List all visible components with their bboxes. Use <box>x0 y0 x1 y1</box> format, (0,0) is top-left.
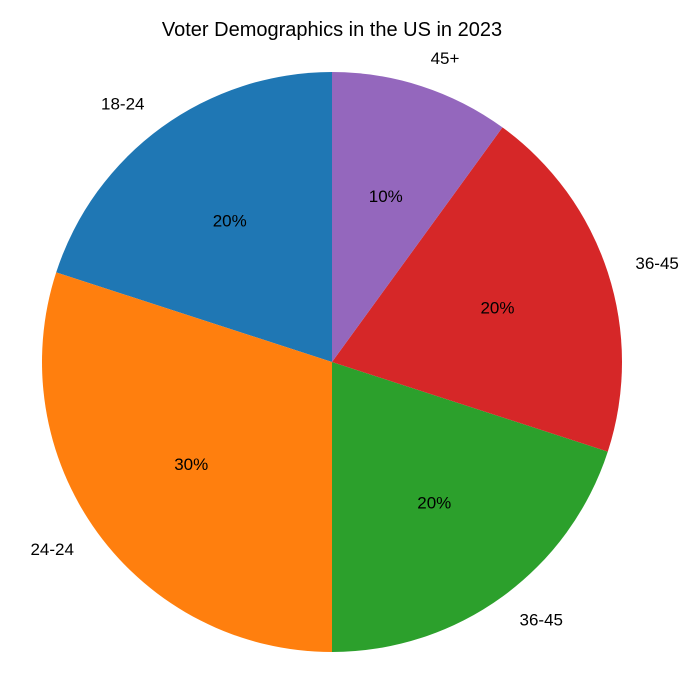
slice-label-5: 45+ <box>431 49 460 68</box>
chart-title: Voter Demographics in the US in 2023 <box>162 19 502 41</box>
slice-percent-2: 30% <box>174 455 208 474</box>
slice-percent-3: 20% <box>417 493 451 512</box>
slice-label-2: 24-24 <box>30 540 73 559</box>
slice-percent-1: 20% <box>213 212 247 231</box>
slice-label-1: 18-24 <box>101 94 144 113</box>
slice-percent-5: 10% <box>369 187 403 206</box>
slice-label-3: 36-45 <box>520 611 563 630</box>
pie-slices <box>42 72 622 652</box>
slice-percent-4: 20% <box>480 299 514 318</box>
slice-label-4: 36-45 <box>635 254 678 273</box>
